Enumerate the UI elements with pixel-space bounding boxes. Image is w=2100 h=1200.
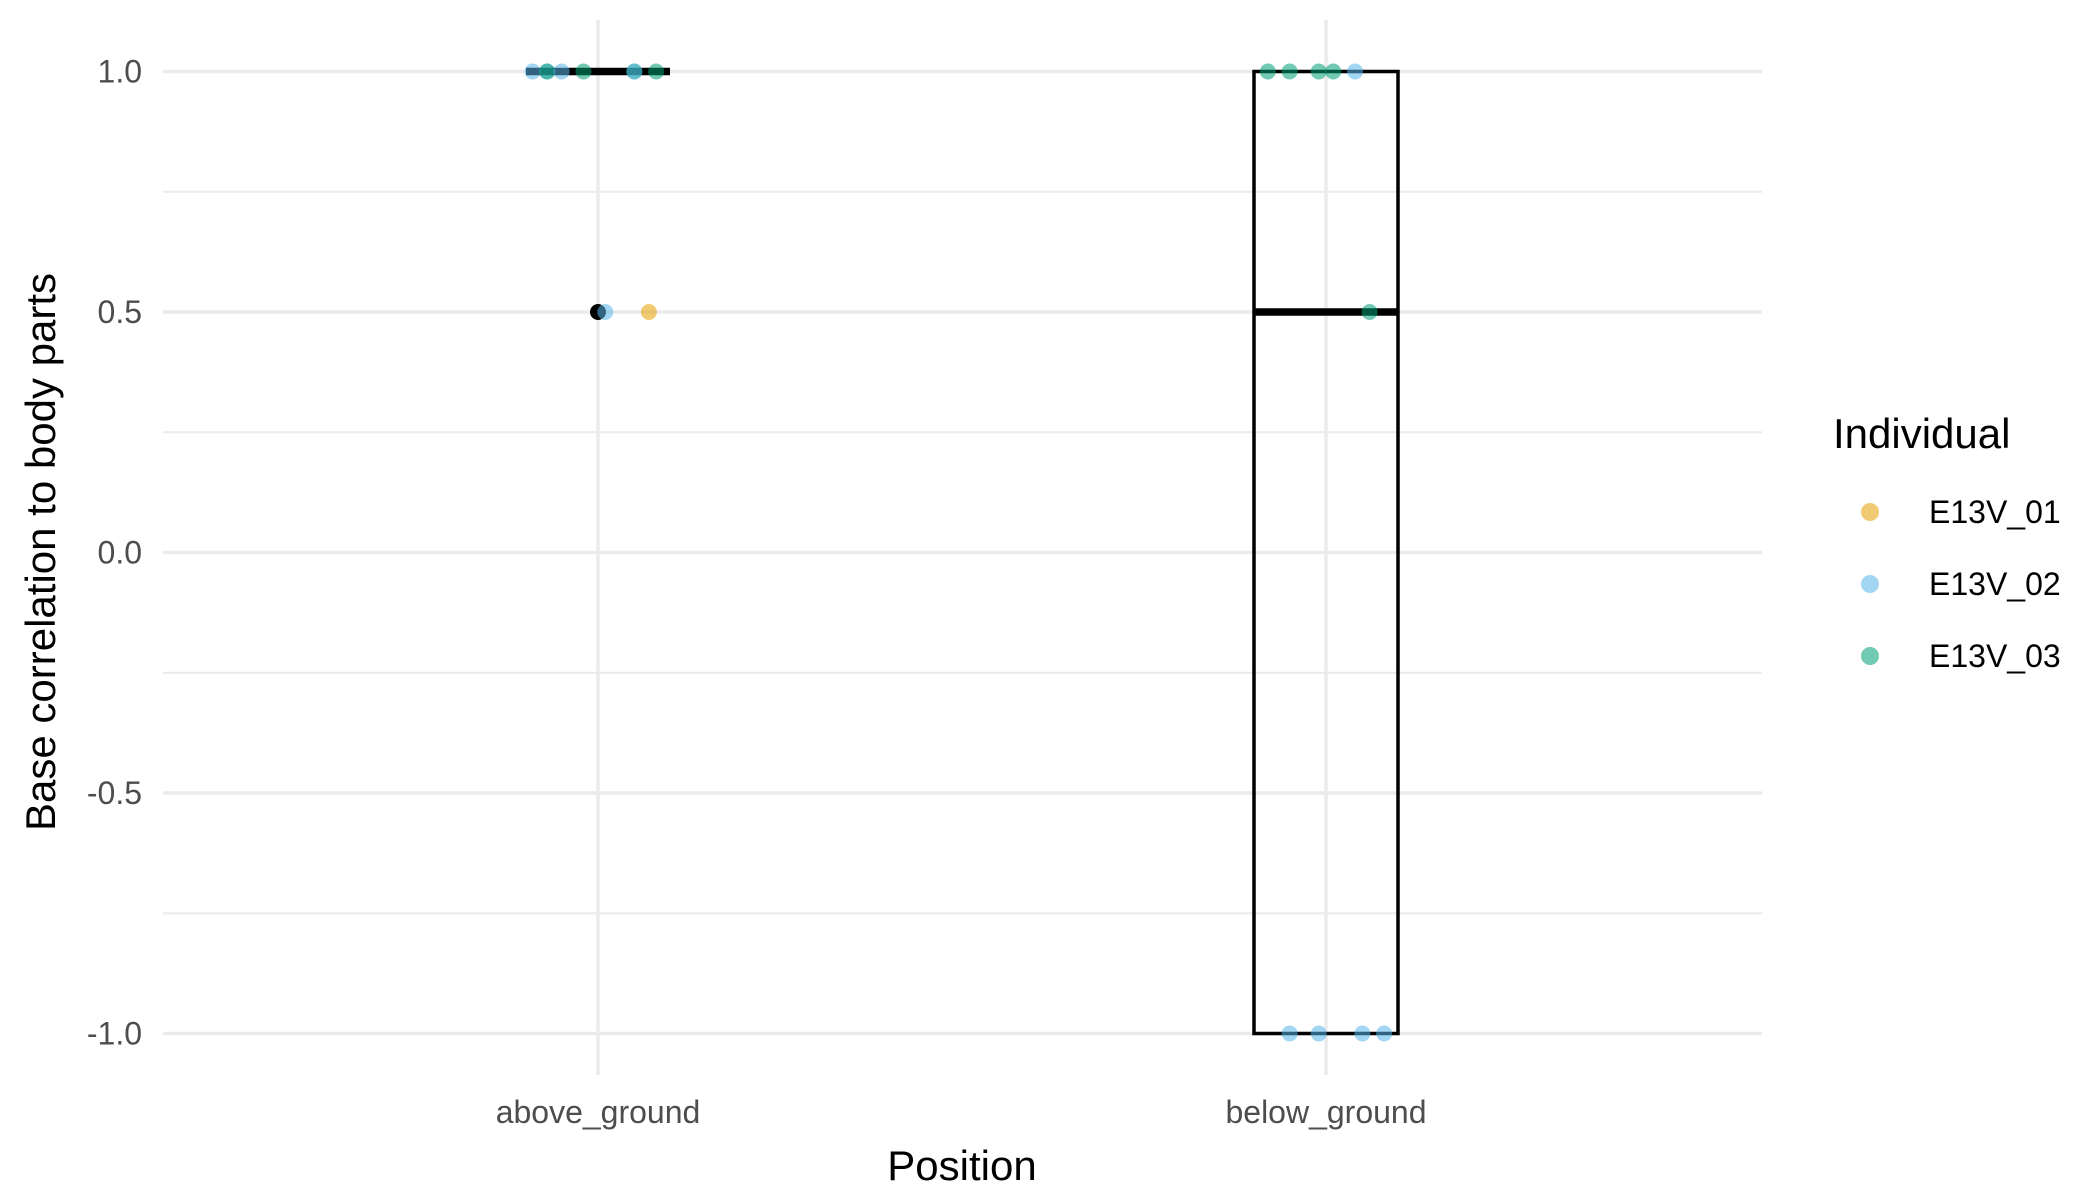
point-E13V_02 xyxy=(626,63,643,80)
point-E13V_03 xyxy=(648,63,665,80)
point-E13V_03 xyxy=(575,63,592,80)
point-E13V_02 xyxy=(553,63,570,80)
y-tick-label: -1.0 xyxy=(87,1016,142,1052)
point-E13V_03 xyxy=(539,63,556,80)
x-tick-label: above_ground xyxy=(496,1094,701,1130)
point-E13V_01 xyxy=(640,304,657,320)
legend-item-E13V_02: E13V_02 xyxy=(1861,566,2061,602)
legend-key xyxy=(1861,503,1879,521)
y-tick-label: -0.5 xyxy=(87,775,142,811)
y-tick-label: 1.0 xyxy=(98,54,142,90)
point-E13V_03 xyxy=(1281,63,1298,80)
y-tick-label: 0.5 xyxy=(98,294,142,330)
legend-item-E13V_03: E13V_03 xyxy=(1861,638,2061,674)
x-tick-label: below_ground xyxy=(1225,1094,1426,1130)
legend-item-E13V_01: E13V_01 xyxy=(1861,494,2061,530)
point-E13V_02 xyxy=(597,304,614,320)
legend: Individual E13V_01 E13V_02 E13V_03 xyxy=(1833,410,2061,674)
legend-title: Individual xyxy=(1833,410,2010,457)
legend-key xyxy=(1861,575,1879,593)
point-E13V_03 xyxy=(1361,304,1378,320)
point-E13V_03 xyxy=(1325,63,1342,80)
x-axis-ticks: above_ground below_ground xyxy=(496,1094,1427,1130)
y-axis-title: Base correlation to body parts xyxy=(17,273,64,831)
legend-label: E13V_02 xyxy=(1929,566,2061,602)
point-E13V_03 xyxy=(1259,63,1276,80)
legend-label: E13V_01 xyxy=(1929,494,2061,530)
point-E13V_02 xyxy=(1376,1025,1393,1042)
y-tick-label: 0.0 xyxy=(98,535,142,571)
point-E13V_02 xyxy=(1354,1025,1371,1042)
x-axis-title: Position xyxy=(887,1142,1036,1189)
point-E13V_02 xyxy=(1281,1025,1298,1042)
y-axis-ticks: 1.0 0.5 0.0 -0.5 -1.0 xyxy=(87,54,142,1052)
legend-label: E13V_03 xyxy=(1929,638,2061,674)
point-E13V_03 xyxy=(1310,63,1327,80)
point-E13V_02 xyxy=(524,63,541,80)
legend-key xyxy=(1861,647,1879,665)
data-points xyxy=(524,63,1393,1042)
gridlines xyxy=(163,20,1762,1075)
point-E13V_02 xyxy=(1310,1025,1327,1042)
point-E13V_02 xyxy=(1347,63,1364,80)
